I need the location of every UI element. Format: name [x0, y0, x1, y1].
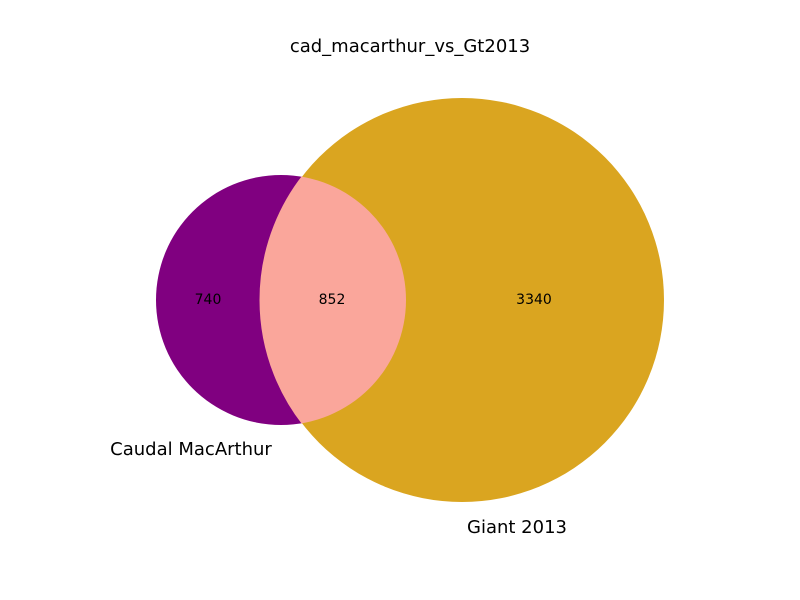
set-b-circle: [260, 98, 664, 502]
set-a-label: Caudal MacArthur: [110, 439, 272, 460]
set-b-label: Giant 2013: [467, 517, 567, 538]
set-a-only-count: 740: [195, 292, 222, 308]
intersection-count: 852: [319, 292, 346, 308]
diagram-title: cad_macarthur_vs_Gt2013: [290, 36, 530, 57]
set-b-only-count: 3340: [516, 292, 552, 308]
